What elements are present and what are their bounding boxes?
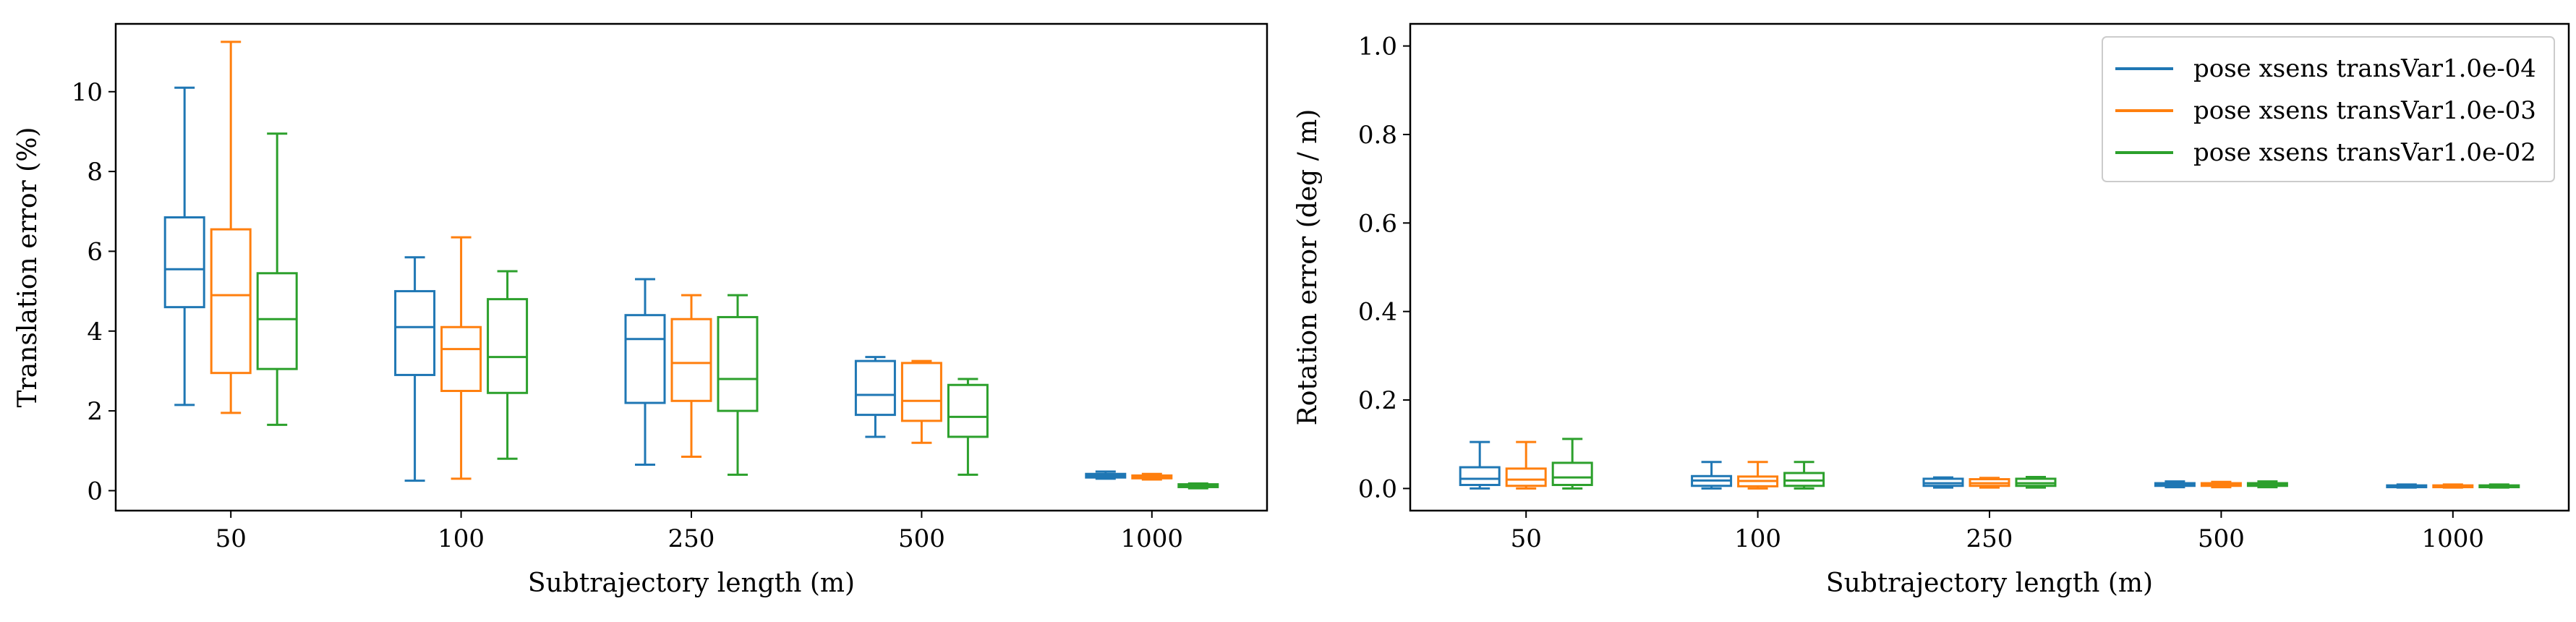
- box-body: [1505, 467, 1547, 487]
- x-tick-label: 100: [1734, 524, 1781, 553]
- box-100: [1691, 461, 1733, 490]
- box-1000: [2478, 483, 2520, 489]
- legend: pose xsens transVar1.0e-04 pose xsens tra…: [2102, 36, 2555, 182]
- box-50: [1505, 440, 1547, 490]
- x-tick-label: 50: [1511, 524, 1542, 553]
- box-body: [854, 359, 896, 417]
- box-body: [1783, 472, 1825, 487]
- box-50: [163, 86, 205, 406]
- y-tick-label: 10: [72, 78, 103, 107]
- box-500: [947, 378, 989, 476]
- y-tick-label: 0.6: [1358, 209, 1397, 238]
- y-tick-label: 6: [87, 237, 103, 266]
- box-1000: [2432, 483, 2474, 489]
- series-3: [1551, 438, 2520, 490]
- box-body: [256, 272, 298, 370]
- box-1000: [1085, 470, 1127, 480]
- y-tick-label: 4: [87, 318, 103, 346]
- box-body: [210, 228, 252, 375]
- legend-entry-3: pose xsens transVar1.0e-02: [2115, 138, 2536, 167]
- box-body: [717, 315, 759, 412]
- box-500: [2200, 480, 2242, 489]
- box-250: [2015, 476, 2057, 489]
- y-tick-label: 2: [87, 397, 103, 426]
- box-body: [1551, 461, 1593, 487]
- series-3: [256, 132, 1219, 490]
- legend-box: [2102, 36, 2555, 182]
- box-1000: [1131, 472, 1173, 481]
- y-tick-label: 0.0: [1358, 474, 1397, 503]
- box-250: [1922, 476, 1964, 489]
- x-axis-label: Subtrajectory length (m): [528, 568, 855, 598]
- box-50: [256, 132, 298, 426]
- box-250: [717, 294, 759, 476]
- box-100: [440, 236, 482, 480]
- y-axis-label: Translation error (%): [13, 127, 43, 408]
- box-1000: [1177, 482, 1219, 490]
- y-tick-label: 0: [87, 477, 103, 506]
- box-500: [2246, 480, 2288, 489]
- box-250: [624, 278, 666, 466]
- box-body: [394, 290, 436, 376]
- box-body: [440, 325, 482, 393]
- box-50: [1459, 440, 1501, 490]
- box-100: [1783, 461, 1825, 490]
- legend-label: pose xsens transVar1.0e-02: [2193, 138, 2536, 167]
- box-body: [1459, 466, 1501, 487]
- box-250: [1969, 477, 2010, 489]
- x-tick-label: 100: [438, 524, 485, 553]
- x-tick-label: 1000: [2422, 524, 2485, 553]
- box-500: [900, 359, 942, 444]
- series-1: [1459, 440, 2428, 490]
- y-tick-label: 0.4: [1358, 298, 1397, 327]
- legend-label: pose xsens transVar1.0e-04: [2193, 54, 2536, 83]
- x-tick-label: 500: [898, 524, 945, 553]
- box-100: [1737, 461, 1779, 490]
- box-body: [947, 383, 989, 438]
- box-250: [670, 294, 712, 459]
- x-tick-label: 250: [668, 524, 715, 553]
- x-tick-label: 250: [1966, 524, 2013, 553]
- box-100: [487, 270, 529, 460]
- y-tick-label: 0.2: [1358, 386, 1397, 415]
- series-1: [163, 86, 1127, 482]
- x-tick-label: 500: [2198, 524, 2245, 553]
- box-50: [210, 41, 252, 414]
- box-100: [394, 256, 436, 482]
- box-1000: [2386, 483, 2428, 489]
- box-500: [2154, 480, 2196, 489]
- box-body: [163, 216, 205, 309]
- translation-error-panel: 50 100 250 500 1000 0 2 4 6 8 10 Subtrajectory leng…: [13, 22, 1268, 598]
- legend-entry-2: pose xsens transVar1.0e-03: [2115, 96, 2536, 125]
- x-axis-label: Subtrajectory length (m): [1826, 568, 2153, 598]
- box-body: [624, 314, 666, 404]
- box-body: [900, 362, 942, 422]
- y-tick-label: 8: [87, 158, 103, 187]
- box-body: [487, 298, 529, 394]
- legend-entry-1: pose xsens transVar1.0e-04: [2115, 54, 2536, 83]
- y-axis-label: Rotation error (deg / m): [1293, 109, 1323, 426]
- series-2: [210, 41, 1173, 481]
- x-tick-label: 50: [216, 524, 247, 553]
- box-500: [854, 356, 896, 438]
- x-tick-label: 1000: [1121, 524, 1184, 553]
- y-tick-label: 0.8: [1358, 121, 1397, 150]
- rotation-error-panel: 50 100 250 500 1000 0.0 0.2 0.4 0.6 0.8 1.0 Subtraj…: [1293, 22, 2570, 598]
- y-tick-label: 1.0: [1358, 33, 1397, 61]
- series-2: [1505, 440, 2474, 490]
- box-50: [1551, 438, 1593, 490]
- legend-label: pose xsens transVar1.0e-03: [2193, 96, 2536, 125]
- box-body: [670, 318, 712, 402]
